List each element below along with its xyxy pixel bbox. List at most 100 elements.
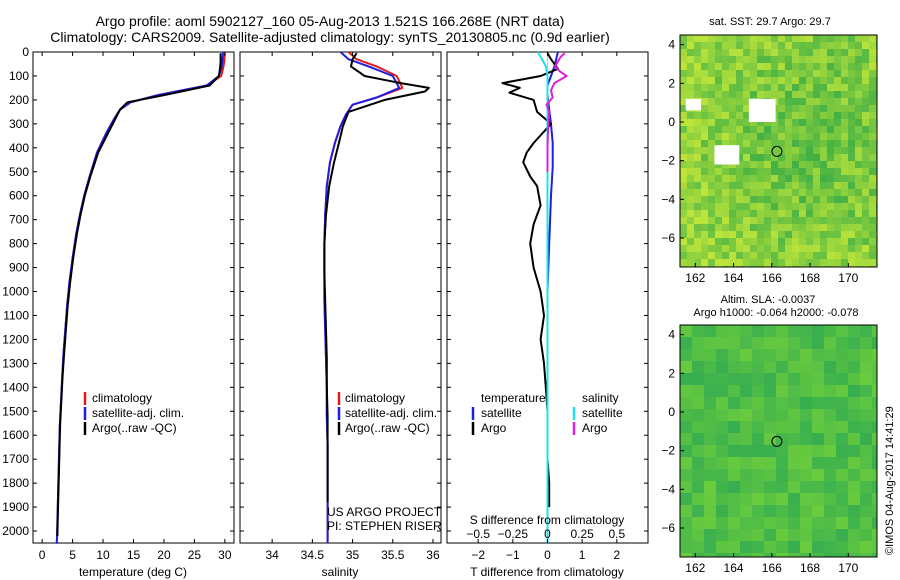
heatmap-cell [806, 203, 813, 210]
heatmap-cell [740, 445, 752, 457]
heatmap-cell [743, 42, 750, 49]
heatmap-cell [728, 445, 740, 457]
heatmap-cell [687, 91, 694, 98]
heatmap-cell [806, 42, 813, 49]
sla-heatmap-cells [680, 325, 877, 557]
heatmap-cell [708, 182, 715, 189]
heatmap-cell [708, 42, 715, 49]
heatmap-cell [848, 154, 855, 161]
heatmap-cell [729, 91, 736, 98]
heatmap-cell [860, 445, 872, 457]
heatmap-cell [869, 231, 876, 238]
heatmap-cell [860, 469, 872, 481]
heatmap-cell [813, 119, 820, 126]
x-tick-label: 35 [346, 548, 360, 562]
heatmap-cell [764, 397, 776, 409]
heatmap-cell [743, 210, 750, 217]
heatmap-cell [785, 238, 792, 245]
heatmap-cell [785, 210, 792, 217]
heatmap-cell [836, 445, 848, 457]
y-tick-label: 1900 [2, 500, 29, 514]
heatmap-cell [841, 49, 848, 56]
heatmap-cell [771, 196, 778, 203]
heatmap-cell [680, 529, 692, 541]
heatmap-cell [680, 98, 687, 105]
heatmap-cell [687, 238, 694, 245]
heatmap-cell [764, 433, 776, 445]
heatmap-cell [788, 445, 800, 457]
heatmap-cell [820, 98, 827, 105]
heatmap-cell [722, 231, 729, 238]
heatmap-cell [872, 529, 877, 541]
heatmap-cell [722, 189, 729, 196]
heatmap-cell [800, 385, 812, 397]
heatmap-cell [812, 409, 824, 421]
heatmap-cell [778, 133, 785, 140]
heatmap-cell [728, 409, 740, 421]
heatmap-cell [812, 517, 824, 529]
heatmap-cell [813, 56, 820, 63]
heatmap-cell [764, 373, 776, 385]
map-x-tick-label: 166 [762, 561, 782, 575]
heatmap-cell [855, 35, 862, 42]
heatmap-cell [869, 56, 876, 63]
heatmap-cell [736, 133, 743, 140]
heatmap-cell [750, 196, 757, 203]
heatmap-cell [778, 84, 785, 91]
heatmap-cell [778, 217, 785, 224]
heatmap-cell [778, 161, 785, 168]
heatmap-cell [776, 505, 788, 517]
heatmap-cell [841, 259, 848, 266]
heatmap-cell [848, 175, 855, 182]
heatmap-cell [820, 70, 827, 77]
heatmap-cell [855, 161, 862, 168]
heatmap-cell [715, 196, 722, 203]
x-tick-label: 20 [157, 548, 171, 562]
heatmap-cell [800, 325, 812, 337]
heatmap-cell [715, 175, 722, 182]
heatmap-cell [750, 140, 757, 147]
heatmap-cell [848, 84, 855, 91]
heatmap-cell [750, 126, 757, 133]
heatmap-cell [799, 154, 806, 161]
heatmap-cell [752, 337, 764, 349]
heatmap-cell [680, 56, 687, 63]
heatmap-cell [704, 421, 716, 433]
legend-label-t-argo: Argo [481, 421, 507, 435]
missing-data-patch [714, 145, 740, 165]
heatmap-cell [855, 175, 862, 182]
heatmap-cell [788, 433, 800, 445]
heatmap-cell [855, 63, 862, 70]
heatmap-cell [716, 493, 728, 505]
heatmap-cell [728, 529, 740, 541]
heatmap-cell [708, 259, 715, 266]
heatmap-cell [848, 433, 860, 445]
heatmap-cell [820, 189, 827, 196]
s-diff-tick-label: −0.5 [466, 527, 490, 541]
heatmap-cell [708, 84, 715, 91]
heatmap-cell [778, 42, 785, 49]
heatmap-cell [694, 63, 701, 70]
heatmap-cell [722, 91, 729, 98]
heatmap-cell [855, 189, 862, 196]
heatmap-cell [692, 409, 704, 421]
heatmap-cell [813, 112, 820, 119]
heatmap-cell [855, 77, 862, 84]
heatmap-cell [764, 231, 771, 238]
heatmap-cell [799, 91, 806, 98]
temperature-tick-layer: 0100200300400500600700800900100011001200… [2, 45, 234, 562]
heatmap-cell [785, 203, 792, 210]
heatmap-cell [799, 84, 806, 91]
heatmap-cell [827, 126, 834, 133]
heatmap-cell [813, 84, 820, 91]
heatmap-cell [701, 175, 708, 182]
heatmap-cell [869, 175, 876, 182]
heatmap-cell [806, 77, 813, 84]
heatmap-cell [827, 168, 834, 175]
heatmap-cell [743, 70, 750, 77]
heatmap-cell [757, 63, 764, 70]
heatmap-cell [743, 203, 750, 210]
heatmap-cell [750, 175, 757, 182]
heatmap-cell [694, 259, 701, 266]
heatmap-cell [750, 77, 757, 84]
